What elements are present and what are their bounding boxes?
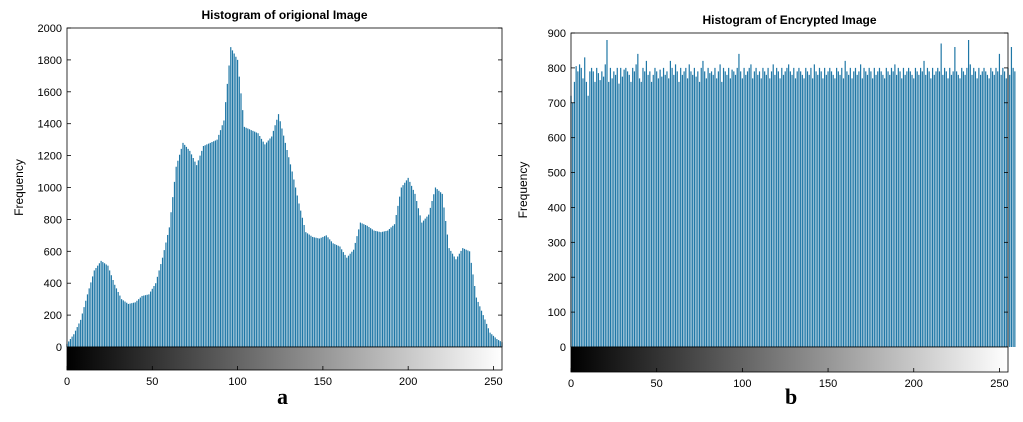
y-tick-label: 1600 bbox=[38, 87, 62, 99]
x-tick-label: 250 bbox=[484, 376, 502, 388]
y-tick-label: 800 bbox=[548, 63, 566, 75]
x-tick-label: 0 bbox=[64, 376, 70, 388]
y-tick-label: 600 bbox=[44, 246, 62, 258]
bars-group bbox=[66, 47, 503, 347]
y-tick-label: 2000 bbox=[38, 23, 62, 35]
y-axis-label: Frequency bbox=[12, 159, 26, 216]
subplot-label-b: b bbox=[785, 384, 798, 409]
y-tick-label: 600 bbox=[548, 133, 566, 145]
x-tick-label: 50 bbox=[651, 378, 663, 390]
y-tick-label: 1400 bbox=[38, 119, 62, 131]
y-tick-label: 800 bbox=[44, 214, 62, 226]
histogram-original-chart: Histogram of origional Image Frequency 0 20… bbox=[12, 8, 503, 409]
subplot-label-a: a bbox=[277, 384, 288, 409]
histogram-original-svg: Histogram of origional Image Frequency 0 20… bbox=[12, 8, 503, 388]
x-tick-label: 100 bbox=[228, 376, 246, 388]
y-tick-label: 0 bbox=[560, 342, 566, 354]
y-tick-label: 100 bbox=[548, 307, 566, 319]
y-tick-label: 400 bbox=[548, 202, 566, 214]
y-axis-label: Frequency bbox=[516, 162, 530, 219]
chart-title: Histogram of origional Image bbox=[201, 8, 367, 22]
histogram-encrypted-chart: Histogram of Encrypted Image Frequency 0 10… bbox=[512, 0, 1023, 422]
x-tick-label: 150 bbox=[314, 376, 332, 388]
y-tick-label: 700 bbox=[548, 98, 566, 110]
y-tick-label: 900 bbox=[548, 28, 566, 40]
bars-group bbox=[570, 39, 1016, 347]
y-tick-label: 200 bbox=[44, 310, 62, 322]
y-tick-label: 300 bbox=[548, 237, 566, 249]
x-tick-label: 0 bbox=[568, 378, 574, 390]
x-tick-label: 200 bbox=[905, 378, 923, 390]
y-tick-label: 0 bbox=[56, 342, 62, 354]
x-tick-label: 150 bbox=[819, 378, 837, 390]
y-tick-label: 200 bbox=[548, 272, 566, 284]
y-tick-label: 400 bbox=[44, 278, 62, 290]
y-tick-label: 1200 bbox=[38, 151, 62, 163]
x-tick-label: 50 bbox=[146, 376, 158, 388]
y-tick-label: 500 bbox=[548, 168, 566, 180]
x-tick-label: 100 bbox=[733, 378, 751, 390]
y-tick-label: 1800 bbox=[38, 55, 62, 67]
y-tick-label: 1000 bbox=[38, 183, 62, 195]
grayscale-colorbar bbox=[570, 346, 1009, 373]
chart-title: Histogram of Encrypted Image bbox=[702, 13, 876, 27]
x-tick-label: 250 bbox=[990, 378, 1008, 390]
histogram-encrypted-svg: Histogram of Encrypted Image Frequency 0 10… bbox=[516, 13, 1016, 390]
x-tick-label: 200 bbox=[399, 376, 417, 388]
grayscale-colorbar bbox=[66, 346, 503, 371]
